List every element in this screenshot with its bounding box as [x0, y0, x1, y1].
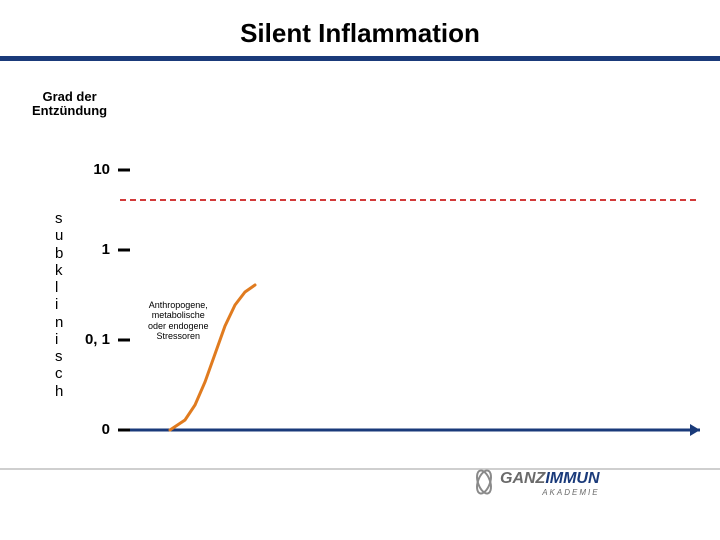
footer-divider	[0, 468, 720, 470]
y-tick-label: 1	[70, 241, 110, 258]
logo-brand-prefix: GANZ	[500, 470, 545, 487]
chart-canvas	[0, 0, 720, 540]
logo-ring-icon	[470, 468, 498, 496]
y-tick-label: 0, 1	[70, 331, 110, 348]
x-axis-arrow-icon	[690, 424, 700, 436]
inflammation-curve	[170, 285, 255, 430]
logo: GANZIMMUN AKADEMIE	[500, 470, 600, 497]
y-tick-label: 0	[70, 421, 110, 438]
logo-sub: AKADEMIE	[500, 488, 600, 497]
y-tick-label: 10	[70, 161, 110, 178]
logo-brand: GANZIMMUN	[500, 470, 600, 487]
logo-brand-suffix: IMMUN	[545, 470, 599, 487]
